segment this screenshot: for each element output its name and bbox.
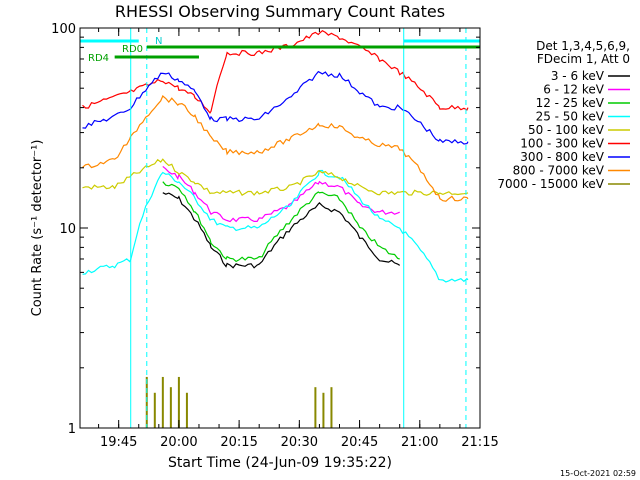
series-line: [82, 169, 469, 283]
series-6: [82, 70, 469, 145]
series-line: [162, 165, 400, 223]
x-tick-label: 21:15: [461, 435, 498, 450]
series-3: [82, 169, 469, 283]
x-tick-label: 20:15: [220, 435, 257, 450]
series-0: [162, 192, 401, 269]
series-4: [82, 158, 469, 197]
series-line: [162, 192, 401, 269]
y-axis-label: Count Rate (s⁻¹ detector⁻¹): [30, 140, 45, 317]
legend-header-line-1: Det 1,3,4,5,6,9,: [536, 39, 630, 53]
series-line: [82, 158, 469, 197]
series-line: [162, 181, 400, 263]
legend-header-line-2: FDecim 1, Att 0: [537, 52, 630, 66]
legend-label: 100 - 300 keV: [520, 137, 604, 151]
x-axis-label: Start Time (24-Jun-09 19:35:22): [168, 455, 392, 471]
legend-label: 25 - 50 keV: [536, 110, 605, 124]
legend-label: 3 - 6 keV: [551, 69, 605, 83]
y-tick-label: 10: [59, 222, 76, 237]
y-tick-label: 1: [68, 422, 76, 437]
legend-label: 6 - 12 keV: [543, 83, 605, 97]
chart-title: RHESSI Observing Summary Count Rates: [115, 2, 445, 21]
y-axis: 1 10 100: [51, 22, 480, 437]
x-axis: 19:45 20:00 20:15 20:30 20:45 21:00 21:15: [98, 28, 499, 450]
annotation-n: N: [155, 36, 162, 47]
footer-date: 15-Oct-2021 02:59: [560, 469, 636, 478]
x-tick-label: 20:30: [281, 435, 318, 450]
legend-label: 300 - 800 keV: [520, 150, 604, 164]
series-line: [82, 95, 469, 202]
markers-layer: [80, 28, 480, 428]
annotation-rd4: RD4: [88, 53, 109, 64]
x-tick-label: 19:45: [100, 435, 137, 450]
plot-frame: [79, 27, 481, 429]
legend-label: 12 - 25 keV: [536, 96, 605, 110]
x-tick-label: 21:00: [401, 435, 438, 450]
series-1: [162, 165, 400, 223]
legend-label: 50 - 100 keV: [528, 123, 605, 137]
legend-label: 7000 - 15000 keV: [497, 177, 604, 191]
series-2: [162, 181, 400, 263]
y-tick-label: 100: [51, 22, 76, 37]
x-tick-label: 20:45: [341, 435, 378, 450]
series-7: [82, 95, 469, 202]
series-line: [82, 70, 469, 145]
legend-label: 800 - 7000 keV: [513, 164, 605, 178]
x-tick-label: 20:00: [160, 435, 197, 450]
series-layer: [82, 29, 469, 428]
annotation-rd0: RD0: [122, 44, 143, 55]
